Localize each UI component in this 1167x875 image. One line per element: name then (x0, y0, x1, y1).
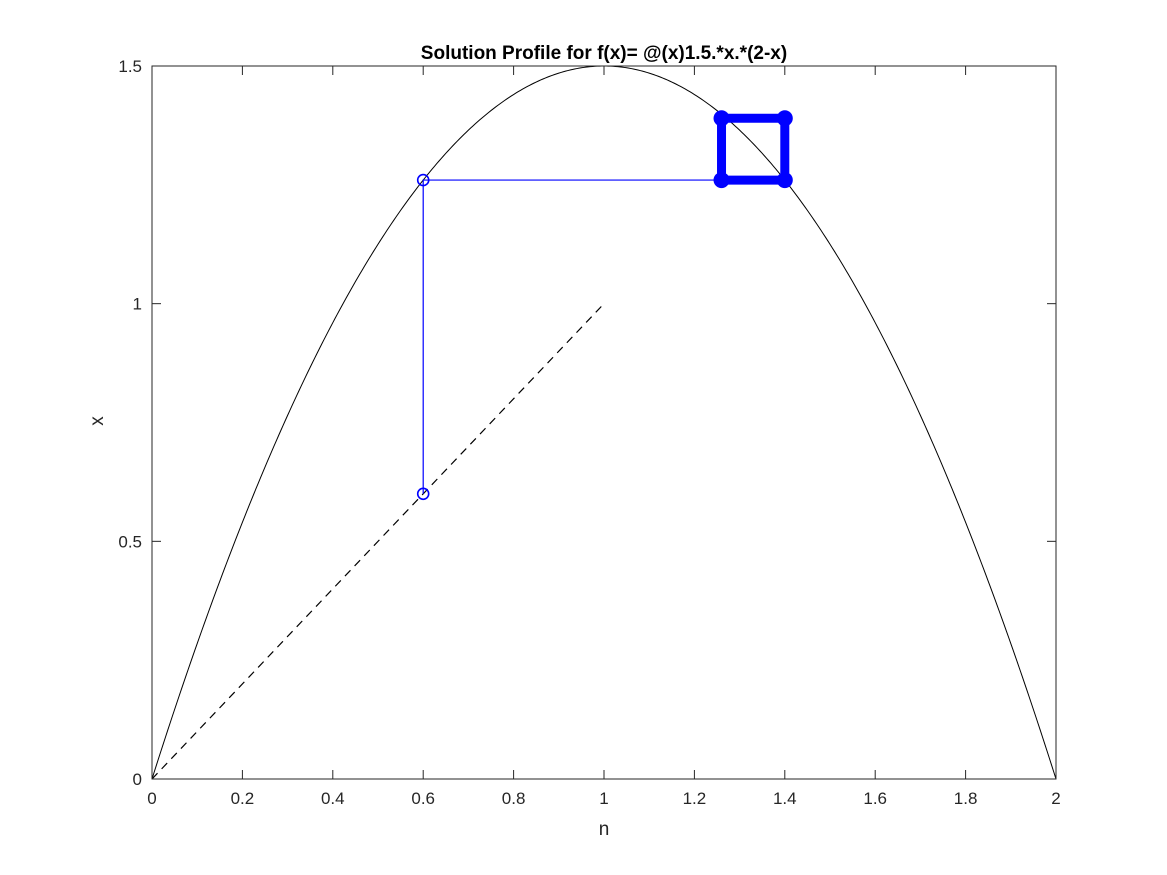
x-tick-label: 1.8 (954, 789, 978, 808)
x-tick-label: 1 (599, 789, 608, 808)
x-tick-label: 1.2 (683, 789, 707, 808)
cobweb-cycle-marker (776, 172, 793, 189)
x-tick-label: 0.2 (231, 789, 255, 808)
function-curve-line (152, 66, 1056, 779)
series-group (152, 66, 1056, 779)
identity-dashed-line (152, 303, 605, 779)
cobweb-start-marker (416, 487, 430, 501)
y-tick-label: 1 (133, 295, 142, 314)
x-tick-label: 0.6 (411, 789, 435, 808)
axes: 0 0.2 0.4 0.6 0.8 1 1.2 1.4 1.6 1.8 2 0 0.5 1 1.5 (118, 57, 1060, 808)
cobweb-cycle-marker (776, 110, 793, 127)
x-tick-label: 2 (1051, 789, 1060, 808)
x-tick-label: 0.4 (321, 789, 345, 808)
y-tick-label: 1.5 (118, 57, 142, 76)
x-tick-label: 1.6 (863, 789, 887, 808)
x-axis-label: n (599, 819, 610, 840)
cobweb-start-marker (416, 173, 430, 187)
x-tick-label: 0.8 (502, 789, 526, 808)
cobweb-cycle-marker (713, 172, 730, 189)
plot-area (152, 66, 1056, 779)
y-tick-label: 0.5 (118, 532, 142, 551)
cobweb-cycle-marker (713, 110, 730, 127)
x-tick-label: 0 (147, 789, 156, 808)
y-axis-label: x (87, 416, 108, 426)
cobweb-start-line (422, 179, 722, 494)
chart-title: Solution Profile for f(x)= @(x)1.5.*x.*(… (421, 43, 787, 64)
x-tick-label: 1.4 (773, 789, 797, 808)
y-tick-label: 0 (133, 770, 142, 789)
